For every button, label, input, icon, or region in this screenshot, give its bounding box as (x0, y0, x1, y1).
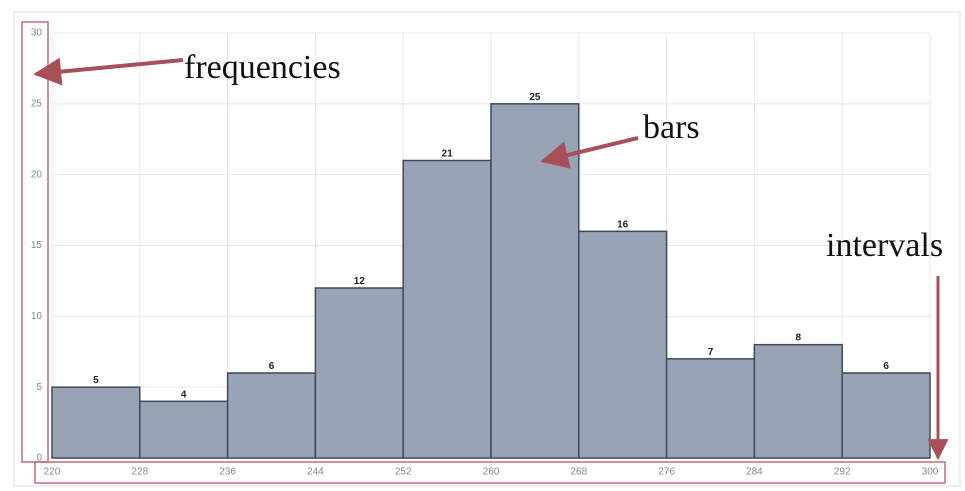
value-label: 21 (442, 149, 454, 160)
x-tick-label: 252 (395, 467, 412, 478)
value-label: 12 (354, 276, 366, 287)
value-label: 7 (708, 347, 714, 358)
annotation: frequencies (184, 49, 341, 86)
bar (314, 287, 404, 459)
x-tick-label: 260 (483, 467, 500, 478)
arrow (540, 136, 639, 169)
y-tick-label: 10 (31, 311, 43, 322)
value-label: 16 (617, 219, 629, 230)
value-label: 8 (796, 333, 802, 344)
x-tick-label: 284 (746, 467, 763, 478)
x-tick-label: 244 (307, 467, 324, 478)
x-tick-label: 228 (131, 467, 148, 478)
y-tick-label: 30 (31, 28, 43, 39)
bar (226, 372, 317, 459)
value-label: 4 (181, 389, 187, 400)
value-label: 6 (269, 361, 275, 372)
value-label: 5 (93, 375, 99, 386)
annotation: bars (643, 109, 700, 146)
x-tick-label: 276 (658, 467, 675, 478)
x-tick-label: 300 (922, 467, 939, 478)
value-label: 25 (529, 92, 541, 103)
bar (139, 400, 229, 459)
bar (753, 343, 843, 459)
bar (402, 159, 492, 459)
annotation: intervals (826, 227, 943, 264)
bar (841, 372, 931, 459)
x-axis-box (34, 461, 946, 484)
y-tick-label: 20 (31, 169, 43, 180)
y-tick-label: 5 (36, 382, 42, 393)
bar (51, 386, 141, 459)
y-tick-label: 0 (36, 453, 42, 464)
y-tick-label: 25 (31, 98, 43, 109)
arrow (33, 57, 184, 86)
x-tick-label: 236 (219, 467, 236, 478)
bar (578, 230, 668, 459)
x-tick-label: 220 (44, 467, 61, 478)
x-tick-label: 292 (834, 467, 851, 478)
x-tick-label: 268 (570, 467, 587, 478)
y-tick-label: 15 (31, 240, 43, 251)
value-label: 6 (883, 361, 889, 372)
bar (665, 358, 756, 459)
frame (13, 11, 961, 487)
